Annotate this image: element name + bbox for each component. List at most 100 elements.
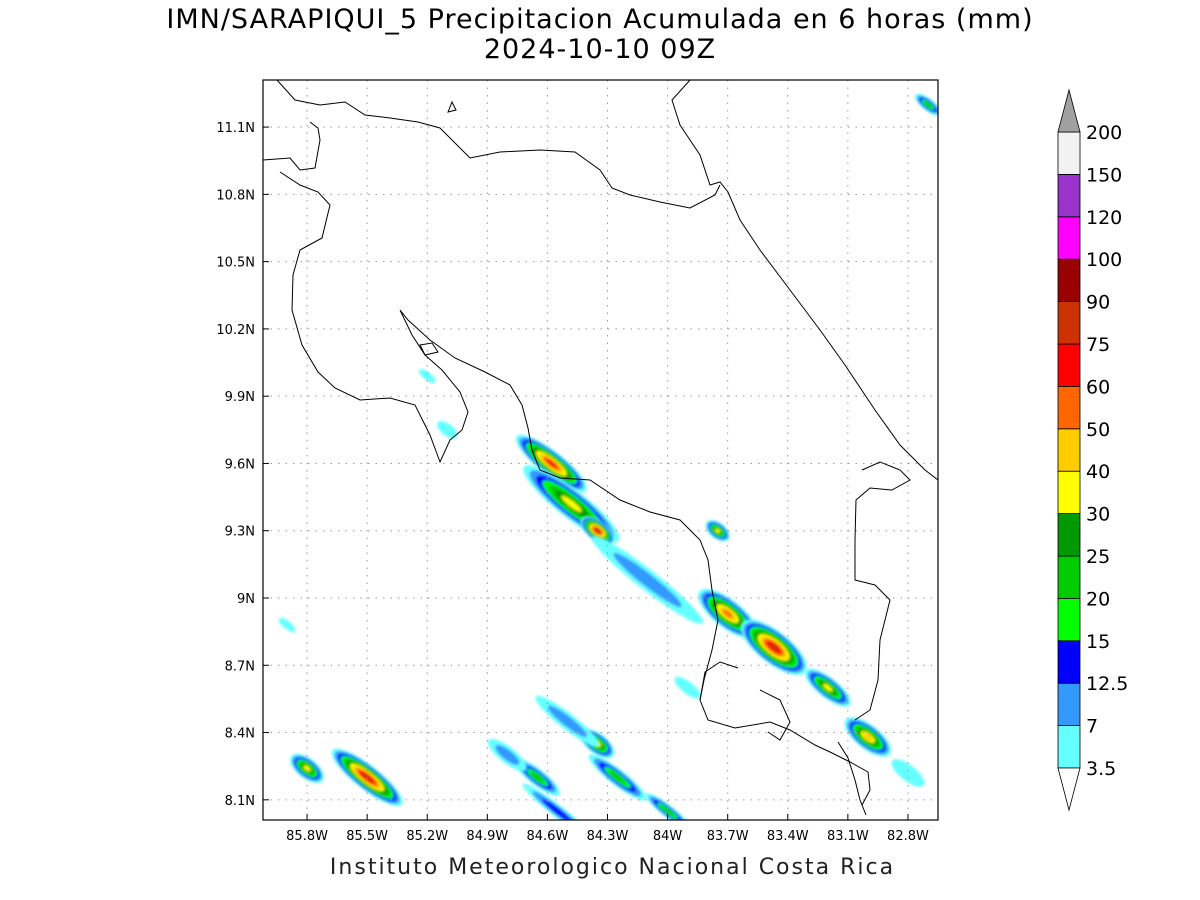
coastline-borders [263, 80, 938, 816]
precip-cell [522, 783, 593, 820]
lat-tick-label: 8.4N [225, 727, 255, 742]
precip-cell [331, 748, 403, 807]
precip-contour [661, 805, 675, 817]
colorbar-swatch [1057, 131, 1081, 175]
lat-tick-label: 10.2N [216, 323, 255, 338]
colorbar-swatch [1057, 682, 1081, 727]
colorbar-label: 75 [1086, 334, 1110, 356]
precip-cell [645, 793, 691, 820]
map-title: IMN/SARAPIQUI_5 Precipitacion Acumulada … [166, 4, 1034, 35]
precip-cell [740, 619, 807, 676]
precip-contour [495, 745, 520, 765]
lat-tick-label: 10.5N [216, 256, 255, 271]
lat-tick-label: 9.9N [225, 390, 255, 405]
colorbar-swatch [1057, 258, 1081, 303]
colorbar-label: 60 [1086, 376, 1110, 398]
lon-tick-label: 84.9W [466, 829, 508, 844]
colorbar-swatch [1057, 725, 1081, 769]
colorbar-swatch [1057, 216, 1081, 260]
precip-cell [891, 759, 925, 787]
precip-cell [588, 754, 647, 801]
colorbar-min-triangle [1057, 767, 1081, 812]
colorbar: 3.5 7 12.5 15 20 25 30 40 50 60 75 90 100 120 150 200 [1057, 88, 1128, 812]
precip-contour [278, 617, 296, 632]
burica-peninsula [837, 741, 867, 816]
colorbar-swatch [1057, 385, 1081, 430]
precip-cell [437, 421, 458, 439]
precip-cell [290, 753, 325, 784]
colorbar-swatch [1057, 555, 1081, 599]
colorbar-swatch [1057, 640, 1081, 684]
colorbar-label: 7 [1086, 716, 1098, 738]
lat-tick-label: 10.8N [216, 188, 255, 203]
plot-frame [262, 79, 939, 821]
precip-contour [613, 553, 682, 608]
colorbar-swatch [1057, 598, 1081, 642]
colorbar-label: 20 [1086, 588, 1110, 610]
colorbar-label: 15 [1086, 631, 1110, 653]
precip-contour [530, 772, 544, 783]
coastline-pacific-guanacaste [263, 121, 871, 806]
lon-tick-label: 84W [653, 829, 683, 844]
colorbar-label: 200 [1086, 122, 1122, 144]
colorbar-label: 3.5 [1086, 758, 1116, 780]
colorbar-label: 50 [1086, 419, 1110, 441]
colorbar-swatch [1057, 470, 1081, 515]
longitude-axis: 85.8W 85.5W 85.2W 84.9W 84.6W 84.3W 84W 83.7W 83… [286, 814, 929, 844]
colorbar-swatch [1057, 173, 1081, 218]
colorbar-label: 12.5 [1086, 673, 1128, 695]
precip-contour [303, 765, 311, 772]
colorbar-label: 150 [1086, 164, 1122, 186]
precip-contour [541, 798, 573, 820]
precip-contour [769, 643, 779, 652]
precip-contour [924, 101, 932, 108]
colorbar-swatch [1057, 301, 1081, 345]
colorbar-label: 120 [1086, 207, 1122, 229]
lon-tick-label: 85.8W [286, 829, 328, 844]
precip-cell [705, 520, 730, 542]
lon-tick-label: 83.1W [827, 829, 869, 844]
precip-cell [674, 676, 701, 699]
precip-contour [418, 369, 436, 383]
precip-contour [546, 459, 557, 468]
precip-contour [547, 705, 588, 737]
precip-contour [437, 421, 458, 439]
lat-tick-label: 9.3N [225, 525, 255, 540]
island-lake [447, 100, 457, 113]
precip-cell [914, 93, 938, 116]
precip-contour [823, 683, 833, 692]
colorbar-label: 100 [1086, 249, 1122, 271]
precip-contour [715, 528, 721, 533]
lat-tick-label: 8.1N [225, 794, 255, 809]
precip-cell [278, 617, 296, 632]
panama-border [854, 461, 911, 721]
precip-cell [535, 695, 600, 747]
lon-tick-label: 83.7W [707, 829, 749, 844]
precipitation-field [278, 93, 938, 820]
colorbar-label: 25 [1086, 546, 1110, 568]
precip-cell [515, 434, 587, 493]
lon-tick-label: 82.8W [887, 829, 929, 844]
colorbar-label: 90 [1086, 292, 1110, 314]
lon-tick-label: 85.2W [406, 829, 448, 844]
precip-cell [591, 536, 704, 624]
coastline-nicaragua-lake [671, 80, 938, 481]
map-subtitle: 2024-10-10 09Z [483, 34, 717, 65]
precip-contour [561, 495, 582, 512]
colorbar-swatch [1057, 513, 1081, 557]
lat-tick-label: 9N [237, 592, 255, 607]
lat-tick-label: 9.6N [225, 457, 255, 472]
lon-tick-label: 84.3W [587, 829, 629, 844]
precip-contour [891, 759, 925, 787]
precip-contour [362, 773, 373, 782]
precip-contour [609, 770, 626, 784]
colorbar-max-triangle [1057, 88, 1081, 133]
precip-cell [804, 668, 851, 707]
precip-contour [674, 676, 701, 699]
precip-contour [863, 733, 873, 741]
coastline-north-caribbean [276, 80, 721, 209]
colorbar-swatch [1057, 428, 1081, 472]
lon-tick-label: 84.6W [527, 829, 569, 844]
colorbar-label: 30 [1086, 504, 1110, 526]
footer-credit: Instituto Meteorologico Nacional Costa R… [329, 855, 896, 880]
